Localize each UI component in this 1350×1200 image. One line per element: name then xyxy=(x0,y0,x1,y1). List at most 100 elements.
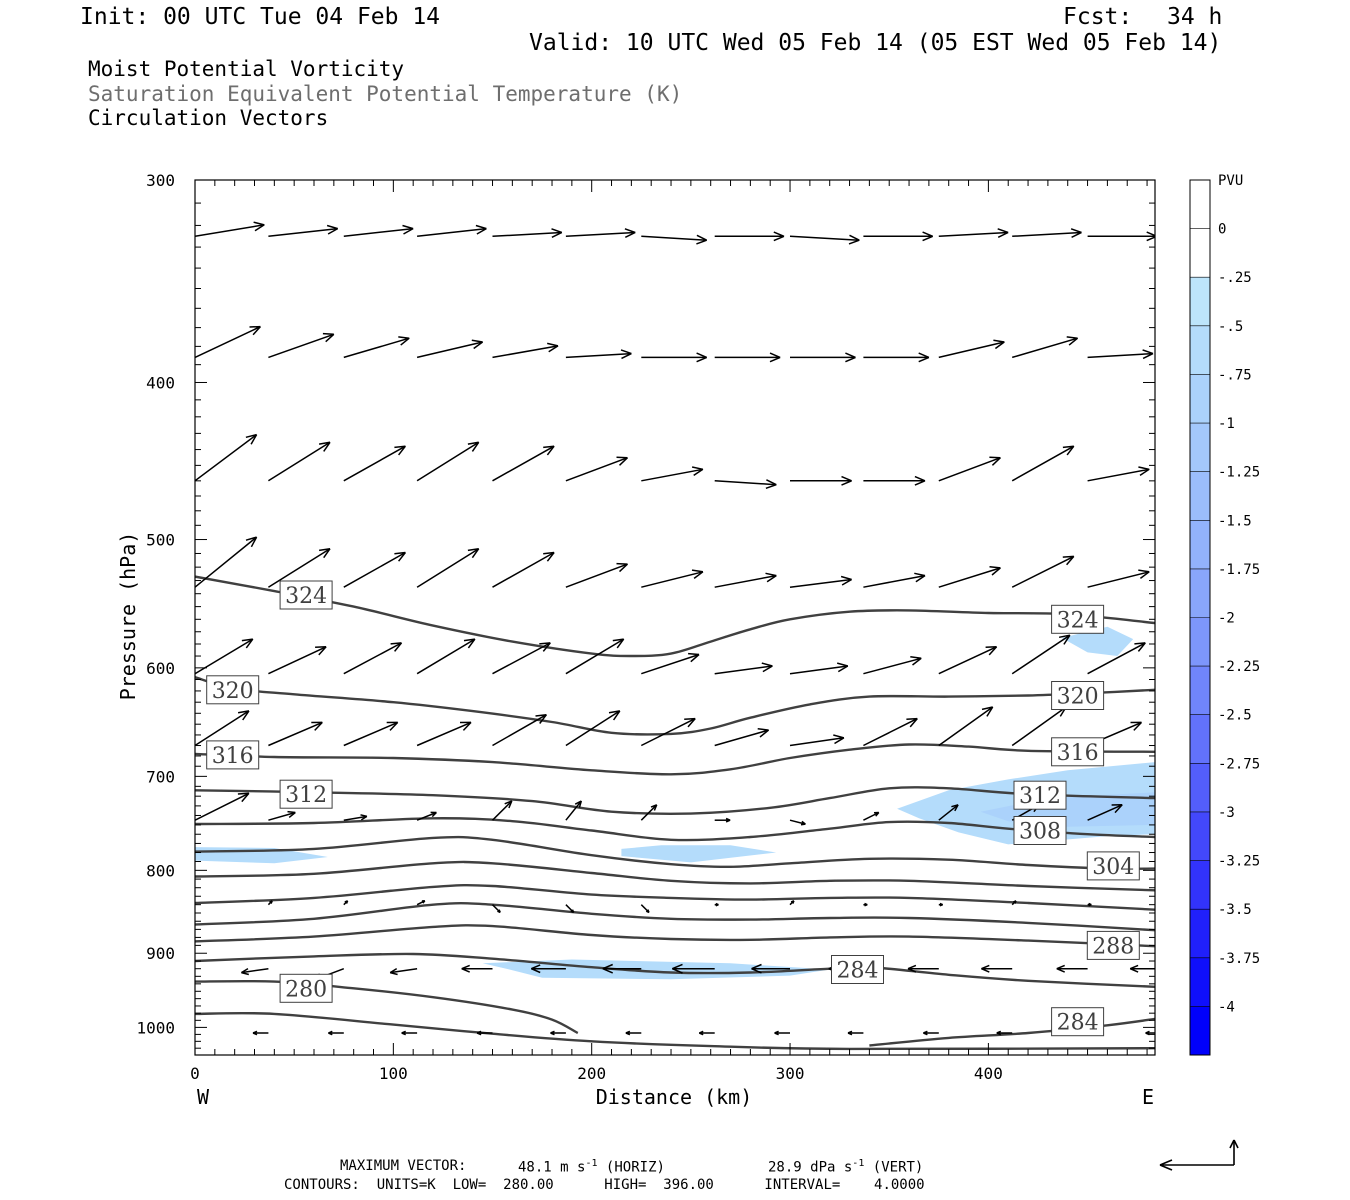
contour-label: 324 xyxy=(1051,604,1105,634)
plot-frame xyxy=(194,179,1156,1056)
y-tick-label: 1000 xyxy=(136,1018,175,1037)
circulation-vector xyxy=(774,1030,790,1036)
ref-horizontal-arrowhead xyxy=(1159,1164,1173,1171)
circulation-vector xyxy=(714,902,719,907)
theta-e-contour xyxy=(195,883,1155,911)
circulation-vector xyxy=(531,964,566,974)
contour-label: 320 xyxy=(1051,681,1105,710)
circulation-vector xyxy=(1011,555,1075,588)
contour-label-text: 284 xyxy=(837,959,879,984)
circulation-vector xyxy=(1087,466,1150,482)
title-theta-e: Saturation Equivalent Potential Temperat… xyxy=(88,82,683,106)
contour-label: 324 xyxy=(279,580,333,610)
circulation-vector xyxy=(907,964,939,973)
circulation-vector xyxy=(1011,445,1075,482)
circulation-vector xyxy=(938,456,1001,482)
valid-time: Valid: 10 UTC Wed 05 Feb 14 (05 EST Wed … xyxy=(529,30,1222,56)
circulation-vector xyxy=(267,900,273,906)
contour-label: 316 xyxy=(206,740,260,770)
ref-vertical-arrowhead xyxy=(1229,1139,1235,1149)
circulation-vector xyxy=(565,904,575,914)
contour-label-text: 324 xyxy=(1057,608,1099,633)
circulation-vector xyxy=(416,339,484,359)
contour-label-text: 320 xyxy=(212,679,254,704)
circulation-vector xyxy=(565,710,621,747)
colorbar-segment xyxy=(1190,471,1210,521)
x-tick-label: 400 xyxy=(974,1064,1003,1083)
theta-e-contour xyxy=(195,575,1155,658)
theta-e-contour xyxy=(195,952,1155,988)
x-tick-label: 300 xyxy=(776,1064,805,1083)
circulation-vector xyxy=(714,817,731,823)
mpv-region xyxy=(621,845,777,863)
y-tick-label: 900 xyxy=(146,944,175,963)
circulation-vectors xyxy=(195,221,1155,1036)
circulation-vector xyxy=(343,336,410,359)
colorbar-segment xyxy=(1190,617,1210,667)
contour-label-text: 316 xyxy=(212,744,254,769)
circulation-vector xyxy=(565,228,636,238)
circulation-vector xyxy=(268,810,296,821)
circulation-vector xyxy=(863,231,933,242)
theta-e-contour xyxy=(195,1011,1155,1051)
circulation-vector xyxy=(241,967,269,976)
theta-e-contour xyxy=(195,743,1155,776)
circulation-vector xyxy=(789,234,860,245)
circulation-vector xyxy=(714,352,781,363)
theta-e-contour xyxy=(195,924,1155,948)
circulation-vector xyxy=(416,547,480,588)
y-tick-label: 700 xyxy=(146,767,175,786)
circulation-vector xyxy=(714,572,777,588)
theta-e-contour xyxy=(869,1017,1155,1047)
circulation-vector xyxy=(1087,902,1092,907)
contour-label: 312 xyxy=(1013,780,1067,810)
circulation-vector xyxy=(789,575,852,588)
x-tick-label: 0 xyxy=(190,1064,200,1083)
circulation-vector xyxy=(417,224,487,238)
colorbar-label: -2.5 xyxy=(1218,708,1252,724)
contour-label: 284 xyxy=(1051,1007,1105,1037)
circulation-vector xyxy=(268,721,323,747)
circulation-vector xyxy=(268,441,331,482)
circulation-vector xyxy=(401,1030,418,1036)
colorbar-unit: PVU xyxy=(1218,173,1243,189)
circulation-vector xyxy=(492,551,555,588)
colorbar-segment xyxy=(1190,763,1210,812)
y-tick-label: 500 xyxy=(146,531,175,550)
circulation-vector xyxy=(863,717,918,747)
circulation-vector xyxy=(863,656,922,675)
circulation-vector xyxy=(343,814,368,821)
colorbar: 0 -.25 -.5 -.75 -1 -1.25 -1.5 -1.75 -2 -2.25 -2.5 -… xyxy=(1189,179,1260,1056)
plot-border xyxy=(194,179,1156,1056)
contour-label-text: 280 xyxy=(285,977,327,1002)
y-tick-label: 400 xyxy=(146,373,175,392)
circulation-vector xyxy=(343,551,406,588)
colorbar-label: -1.5 xyxy=(1218,513,1252,529)
circulation-vector xyxy=(1087,642,1146,675)
circulation-vector xyxy=(491,800,513,821)
circulation-vector xyxy=(714,662,773,675)
contour-label-text: 320 xyxy=(1057,685,1099,710)
circulation-vector xyxy=(195,792,250,821)
circulation-vector xyxy=(268,547,331,588)
circulation-vector xyxy=(640,717,696,747)
circulation-vector xyxy=(328,1030,344,1036)
circulation-vector xyxy=(938,339,1005,359)
colorbar-label: 0 xyxy=(1218,222,1226,238)
circulation-vector xyxy=(1011,900,1017,906)
circulation-vector xyxy=(863,902,868,907)
circulation-vector xyxy=(1087,349,1154,360)
circulation-vector xyxy=(714,479,777,490)
colorbar-label: -1.75 xyxy=(1218,562,1260,578)
x-end-label-east: E xyxy=(1142,1085,1154,1109)
colorbar-label: -.5 xyxy=(1218,319,1243,335)
circulation-vector xyxy=(195,536,258,588)
y-tick-label: 600 xyxy=(146,659,175,678)
contour-info: CONTOURS: UNITS=K LOW= 280.00 HIGH= 396.… xyxy=(284,1177,925,1193)
ref-vertical-arrowhead xyxy=(1233,1139,1239,1149)
circulation-vector xyxy=(751,963,790,974)
circulation-vector xyxy=(565,562,629,588)
circulation-vector xyxy=(938,804,959,821)
colorbar-label: -2.75 xyxy=(1218,756,1260,772)
circulation-vector xyxy=(938,228,1009,238)
